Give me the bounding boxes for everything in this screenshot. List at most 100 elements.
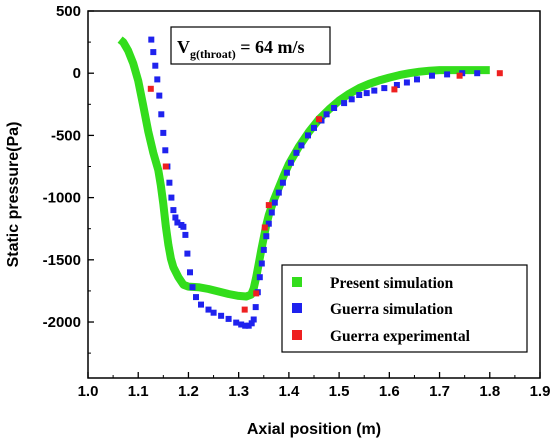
y-tick-label: -500 bbox=[51, 127, 81, 144]
data-point-guerra-simulation bbox=[283, 169, 290, 176]
data-point-guerra-simulation bbox=[311, 124, 317, 131]
data-point-guerra-simulation bbox=[166, 179, 173, 186]
data-point-guerra-simulation bbox=[356, 92, 363, 98]
x-tick-label: 1.3 bbox=[228, 383, 249, 400]
y-tick-label: -1000 bbox=[43, 190, 81, 207]
data-point-guerra-simulation bbox=[187, 269, 193, 276]
data-point-guerra-simulation bbox=[265, 220, 272, 227]
y-tick-label: 500 bbox=[56, 3, 81, 20]
legend-label-guerra-simulation: Guerra simulation bbox=[330, 301, 453, 318]
x-axis-title: Axial position (m) bbox=[247, 421, 381, 438]
data-point-guerra-simulation bbox=[210, 309, 217, 316]
annotation-frame bbox=[170, 26, 331, 65]
data-point-guerra-experimental bbox=[316, 116, 322, 123]
series-line-present-simulation bbox=[117, 36, 490, 301]
y-tick-label: -2000 bbox=[43, 314, 81, 331]
data-point-guerra-simulation bbox=[298, 142, 305, 149]
data-point-guerra-simulation bbox=[279, 179, 286, 186]
data-point-guerra-simulation bbox=[238, 321, 245, 328]
data-point-guerra-simulation bbox=[250, 316, 257, 323]
data-point-guerra-simulation bbox=[287, 159, 294, 166]
data-point-guerra-simulation bbox=[189, 284, 196, 291]
data-point-guerra-simulation bbox=[160, 129, 167, 136]
data-point-guerra-simulation bbox=[172, 214, 179, 221]
x-tick-label: 1.7 bbox=[429, 383, 450, 400]
data-point-guerra-simulation bbox=[174, 219, 181, 226]
data-point-guerra-simulation bbox=[256, 274, 263, 281]
data-point-guerra-simulation bbox=[158, 111, 165, 118]
x-tick-label: 1.4 bbox=[278, 383, 300, 400]
annotation-text: Vg(throat) = 64 m/s bbox=[177, 37, 305, 61]
data-point-guerra-experimental bbox=[241, 306, 248, 313]
annotation-value: = 64 m/s bbox=[236, 37, 305, 57]
data-point-guerra-simulation bbox=[293, 149, 300, 156]
annotation-subscript: g(throat) bbox=[190, 47, 236, 61]
legend-marker-guerra-simulation bbox=[292, 303, 302, 313]
data-point-guerra-simulation bbox=[150, 49, 157, 56]
series-guerra-experimental bbox=[147, 70, 503, 313]
data-point-guerra-simulation bbox=[263, 233, 270, 240]
data-point-guerra-experimental bbox=[261, 224, 268, 231]
data-point-guerra-experimental bbox=[265, 202, 272, 209]
data-point-guerra-simulation bbox=[225, 315, 232, 322]
data-point-guerra-simulation bbox=[381, 85, 388, 92]
data-point-guerra-simulation bbox=[363, 90, 370, 97]
data-point-guerra-simulation bbox=[474, 70, 481, 77]
data-point-guerra-simulation bbox=[323, 111, 330, 118]
data-point-guerra-simulation bbox=[444, 71, 451, 78]
data-point-guerra-experimental bbox=[496, 70, 503, 77]
x-tick-label: 1.0 bbox=[78, 383, 99, 400]
legend: Present simulation Guerra simulation Gue… bbox=[281, 264, 528, 353]
data-point-guerra-simulation bbox=[170, 207, 177, 214]
x-tick-label: 1.2 bbox=[178, 383, 199, 400]
data-point-guerra-simulation bbox=[258, 260, 265, 267]
data-point-guerra-simulation bbox=[180, 223, 187, 230]
data-point-guerra-simulation bbox=[148, 36, 155, 43]
data-point-guerra-simulation bbox=[305, 132, 311, 139]
data-point-guerra-simulation bbox=[275, 189, 282, 196]
axes: 1.0 1.1 1.2 1.3 1.4 1.5 1.6 1.7 1.8 1.9 500 0 -500 -1… bbox=[5, 3, 550, 438]
data-point-guerra-simulation bbox=[156, 92, 163, 99]
data-point-guerra-experimental bbox=[391, 86, 398, 93]
data-point-guerra-experimental bbox=[253, 290, 260, 297]
y-tick-label: -1500 bbox=[43, 252, 81, 269]
legend-label-guerra-experimental: Guerra experimental bbox=[330, 328, 471, 345]
data-point-guerra-simulation bbox=[205, 306, 212, 313]
data-point-guerra-simulation bbox=[248, 320, 255, 327]
legend-frame bbox=[281, 264, 528, 353]
annotation-box: Vg(throat) = 64 m/s bbox=[170, 26, 331, 65]
data-point-guerra-simulation bbox=[193, 294, 199, 301]
data-point-guerra-simulation bbox=[233, 319, 240, 326]
data-point-guerra-simulation bbox=[152, 62, 159, 69]
data-point-guerra-simulation bbox=[182, 231, 189, 238]
data-point-guerra-simulation bbox=[184, 250, 191, 257]
data-point-guerra-simulation bbox=[218, 312, 225, 319]
data-point-guerra-experimental bbox=[456, 72, 463, 79]
legend-marker-guerra-experimental bbox=[292, 330, 302, 340]
x-tick-label: 1.9 bbox=[530, 383, 550, 400]
data-point-guerra-simulation bbox=[154, 76, 161, 83]
x-tick-label: 1.8 bbox=[479, 383, 500, 400]
series-present-simulation bbox=[117, 36, 490, 301]
data-point-guerra-simulation bbox=[260, 246, 267, 253]
x-tick-label: 1.6 bbox=[379, 383, 400, 400]
data-point-guerra-simulation bbox=[252, 304, 259, 311]
data-point-guerra-simulation bbox=[393, 82, 400, 88]
x-tick-label: 1.1 bbox=[128, 383, 149, 400]
data-point-guerra-simulation bbox=[429, 72, 435, 79]
legend-marker-present-simulation bbox=[292, 277, 302, 287]
data-point-guerra-simulation bbox=[168, 194, 175, 201]
data-point-guerra-simulation bbox=[268, 209, 275, 216]
legend-label-present-simulation: Present simulation bbox=[330, 275, 454, 292]
data-point-guerra-simulation bbox=[242, 322, 249, 329]
plot-content bbox=[117, 36, 503, 329]
y-axis-title: Static pressure(Pa) bbox=[5, 122, 22, 268]
annotation-main: V bbox=[177, 37, 190, 57]
data-point-guerra-simulation bbox=[341, 100, 348, 107]
data-point-guerra-simulation bbox=[348, 96, 355, 103]
y-tick-label: 0 bbox=[73, 65, 81, 82]
data-point-guerra-simulation bbox=[371, 87, 378, 94]
data-point-guerra-simulation bbox=[331, 105, 338, 111]
data-point-guerra-simulation bbox=[403, 79, 410, 86]
